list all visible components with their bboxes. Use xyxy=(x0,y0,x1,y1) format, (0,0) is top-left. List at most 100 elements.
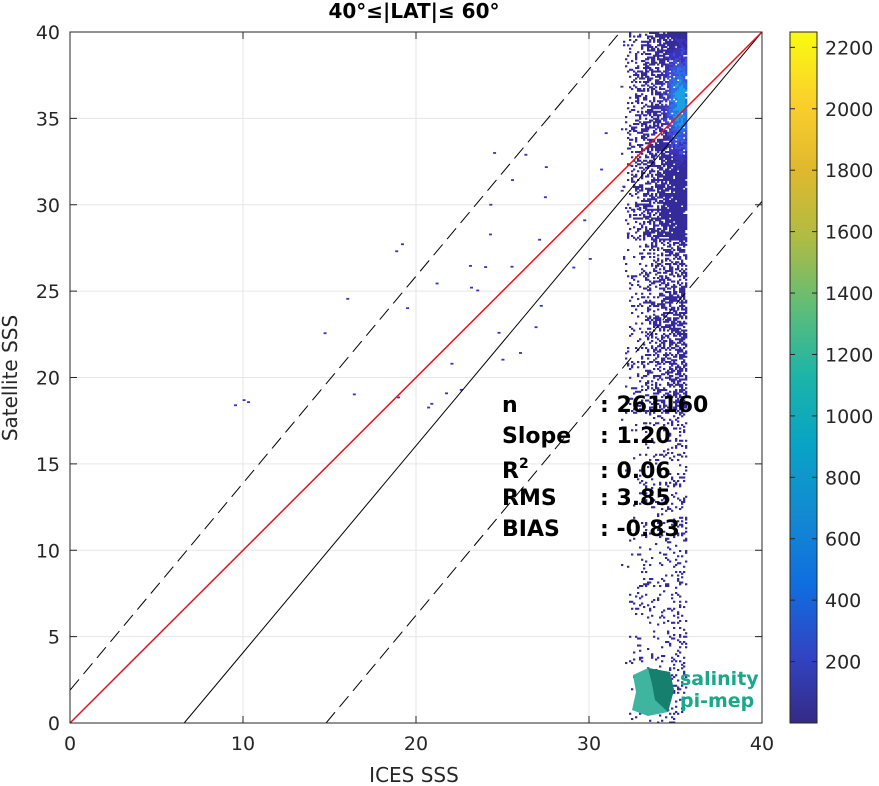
density-cell xyxy=(631,128,634,131)
colorbar-tick-label: 1200 xyxy=(825,344,873,366)
density-cell xyxy=(663,170,666,173)
density-cell xyxy=(661,84,664,87)
stat-value: : 1.20 xyxy=(600,424,671,449)
density-cell xyxy=(677,453,680,456)
density-cell xyxy=(667,70,670,73)
density-cell xyxy=(657,117,660,120)
density-cell xyxy=(663,135,666,138)
density-cell xyxy=(649,214,652,217)
density-cell xyxy=(659,107,662,110)
y-tick-label: 40 xyxy=(36,22,60,44)
density-cell xyxy=(679,74,682,77)
density-cell xyxy=(649,40,652,43)
density-cell xyxy=(651,653,654,656)
density-cell xyxy=(673,684,676,687)
density-cell xyxy=(649,564,652,567)
density-cell xyxy=(683,378,686,381)
density-cell xyxy=(663,156,666,159)
density-cell xyxy=(649,68,652,71)
density-cell xyxy=(669,196,672,199)
density-cell xyxy=(665,182,668,185)
density-cell xyxy=(659,317,662,320)
density-cell xyxy=(675,418,678,421)
density-cell xyxy=(427,406,431,409)
density-cell xyxy=(667,497,670,500)
density-cell xyxy=(669,88,672,91)
density-cell xyxy=(675,33,678,36)
density-cell xyxy=(683,77,686,80)
density-cell xyxy=(657,147,660,150)
density-cell xyxy=(679,660,682,663)
density-cell xyxy=(677,532,680,535)
density-cell xyxy=(637,217,640,220)
density-cell xyxy=(683,60,686,63)
density-cell xyxy=(651,107,654,110)
density-cell xyxy=(681,124,684,127)
density-cell xyxy=(655,89,658,92)
density-cell xyxy=(669,299,672,302)
density-cell xyxy=(657,51,660,54)
density-cell xyxy=(683,179,686,182)
density-cell xyxy=(679,324,682,327)
density-cell xyxy=(679,105,682,108)
density-cell xyxy=(679,159,682,162)
density-cell xyxy=(653,256,656,259)
density-cell xyxy=(635,716,638,719)
density-cell xyxy=(667,68,670,71)
density-cell xyxy=(639,145,642,148)
density-cell xyxy=(671,306,674,309)
density-cell xyxy=(653,410,656,413)
density-cell xyxy=(685,583,688,586)
density-cell xyxy=(651,361,654,364)
density-cell xyxy=(651,93,654,96)
density-cell xyxy=(653,313,656,316)
density-cell xyxy=(669,249,672,252)
density-cell xyxy=(679,46,682,49)
density-cell xyxy=(657,513,660,516)
density-cell xyxy=(677,203,680,206)
density-cell xyxy=(679,604,682,607)
density-cell xyxy=(675,61,678,64)
density-cell xyxy=(653,61,656,64)
density-cell xyxy=(677,168,680,171)
density-cell xyxy=(685,100,688,103)
density-cell xyxy=(679,161,682,164)
density-cell xyxy=(649,114,652,117)
density-cell xyxy=(657,345,660,348)
density-cell xyxy=(659,149,662,152)
density-cell xyxy=(675,653,678,656)
density-cell xyxy=(661,51,664,54)
density-cell xyxy=(641,149,644,152)
density-cell xyxy=(665,371,668,374)
density-cell xyxy=(663,368,666,371)
density-cell xyxy=(665,42,668,45)
density-cell xyxy=(677,89,680,92)
density-cell xyxy=(649,145,652,148)
density-cell xyxy=(647,648,650,651)
density-cell xyxy=(653,228,656,231)
density-cell xyxy=(665,574,668,577)
density-cell xyxy=(633,109,636,112)
density-cell xyxy=(653,140,656,143)
density-cell xyxy=(685,103,688,106)
density-cell xyxy=(665,117,668,120)
density-cell xyxy=(675,544,678,547)
density-cell xyxy=(679,228,682,231)
density-cell xyxy=(673,68,676,71)
density-cell xyxy=(647,65,650,68)
density-cell xyxy=(661,357,664,360)
density-cell xyxy=(647,189,650,192)
density-cell xyxy=(649,170,652,173)
density-cell xyxy=(673,131,676,134)
density-cell xyxy=(657,254,660,257)
density-cell xyxy=(665,35,668,38)
density-cell xyxy=(671,91,674,94)
density-cell xyxy=(657,172,660,175)
density-cell xyxy=(677,158,680,161)
density-cell xyxy=(661,159,664,162)
density-cell xyxy=(677,180,680,183)
density-cell xyxy=(675,193,678,196)
density-cell xyxy=(544,166,548,169)
density-cell xyxy=(677,81,680,84)
density-cell xyxy=(627,350,630,353)
